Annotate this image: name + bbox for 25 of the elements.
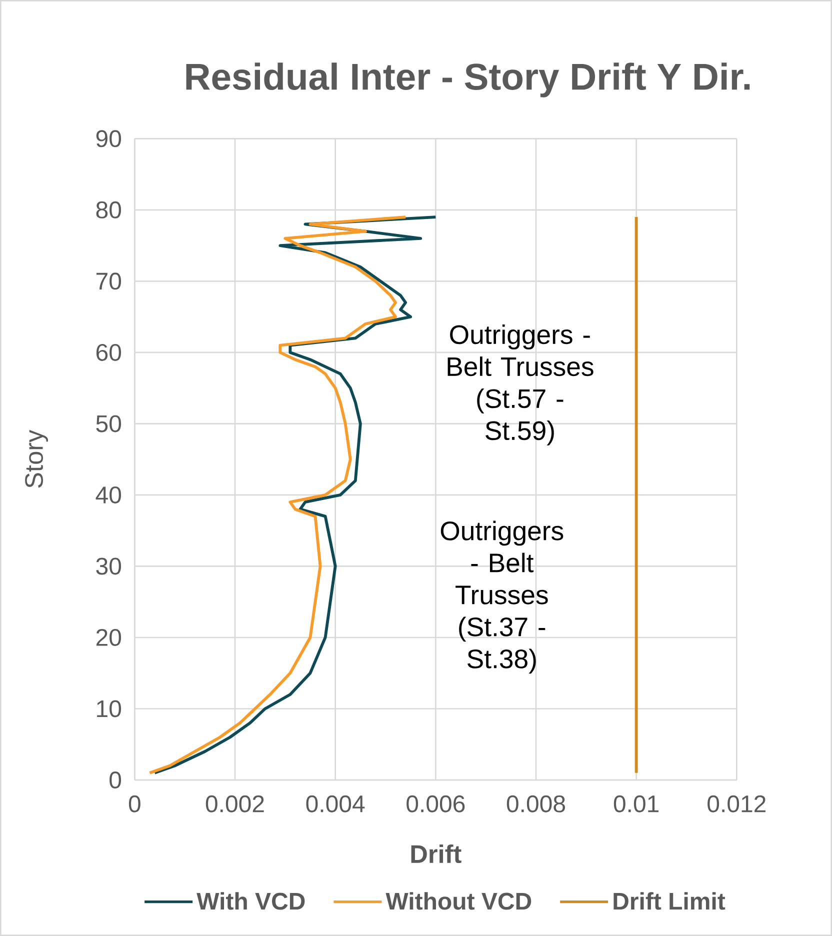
y-tick-label: 90 — [96, 130, 122, 148]
annotation: Outriggers - Belt Trusses (St.57 - St.59) — [448, 324, 594, 446]
legend-label: With VCD — [196, 892, 305, 910]
y-tick-label: 30 — [96, 558, 122, 575]
y-axis-title: Story — [25, 430, 48, 488]
x-tick-label: 0.01 — [614, 795, 658, 812]
y-tick-label: 60 — [96, 344, 122, 361]
x-tick-label: 0.008 — [506, 795, 565, 812]
y-tick-label: 40 — [96, 486, 122, 504]
x-tick-label: 0.002 — [206, 795, 264, 812]
y-tick-label: 80 — [96, 201, 122, 218]
legend-label: Without VCD — [386, 892, 532, 910]
y-tick-label: 50 — [96, 415, 122, 432]
x-tick-label: 0 — [128, 795, 140, 812]
x-tick-label: 0.006 — [406, 795, 465, 812]
x-tick-label: 0.004 — [306, 795, 365, 812]
x-tick-label: 0.012 — [708, 795, 766, 812]
legend-label: Drift Limit — [614, 892, 726, 910]
x-axis-title: Drift — [411, 844, 462, 864]
y-tick-label: 20 — [96, 628, 122, 646]
y-tick-label: 70 — [96, 272, 122, 290]
chart-title: Residual Inter - Story Drift Y Dir. — [186, 62, 750, 98]
annotation: Outriggers - Belt Trusses (St.37 - St.38) — [440, 520, 564, 674]
y-tick-label: 0 — [110, 771, 122, 788]
y-tick-label: 10 — [97, 700, 122, 718]
